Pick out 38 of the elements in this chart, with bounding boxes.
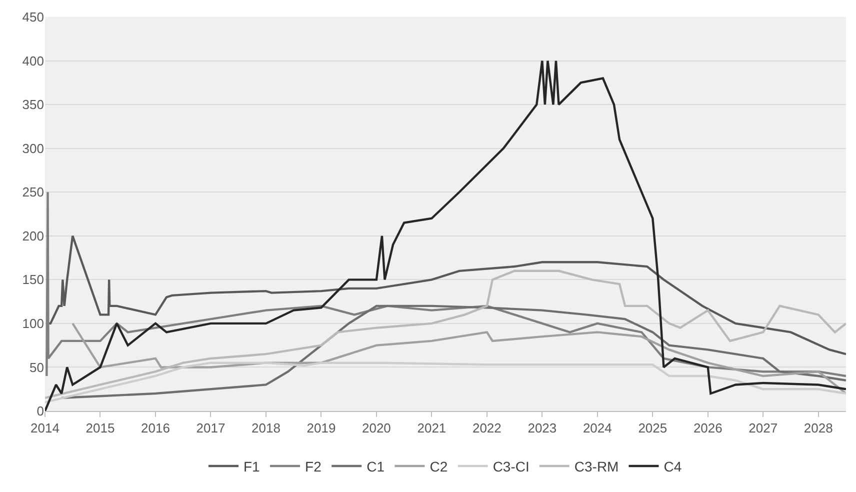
y-tick-label: 400 <box>22 53 44 68</box>
legend-label: C3-CI <box>492 458 530 474</box>
x-tick-label: 2018 <box>252 420 280 436</box>
y-tick-label: 0 <box>36 404 44 419</box>
x-tick-label: 2023 <box>528 420 557 436</box>
y-tick-label: 300 <box>22 140 44 156</box>
x-tick-label: 2019 <box>306 420 336 436</box>
x-tick-label: 2015 <box>86 420 115 436</box>
x-tick-label: 2016 <box>141 420 170 436</box>
legend-label: C1 <box>366 458 385 474</box>
y-tick-label: 250 <box>22 184 44 200</box>
x-tick-label: 2027 <box>748 420 778 436</box>
x-tick-label: 2028 <box>804 420 833 436</box>
line-series <box>45 270 846 399</box>
legend-label: F2 <box>305 458 322 474</box>
legend-label: C2 <box>430 458 448 474</box>
x-tick-label: 2021 <box>417 420 446 436</box>
x-tick-label: 2022 <box>472 420 502 436</box>
x-tick-label: 2014 <box>30 420 60 436</box>
x-tick-label: 2024 <box>582 420 612 436</box>
line-series <box>60 304 846 399</box>
y-tick-label: 50 <box>30 360 44 375</box>
y-tick-label: 200 <box>22 228 44 244</box>
legend-label: F1 <box>244 458 260 474</box>
x-tick-label: 2025 <box>638 420 668 436</box>
x-tick-label: 2026 <box>693 420 722 436</box>
line-series <box>72 322 846 395</box>
y-tick-label: 450 <box>22 10 44 25</box>
line-series <box>46 234 846 356</box>
line-series <box>45 362 846 404</box>
x-tick-label: 2017 <box>196 420 226 436</box>
x-tick-label: 2020 <box>362 420 391 436</box>
line-series <box>46 191 846 378</box>
y-tick-label: 350 <box>22 97 44 112</box>
legend-label: C3-RM <box>574 458 619 474</box>
legend-label: C4 <box>664 458 682 474</box>
y-tick-label: 100 <box>22 316 44 331</box>
y-tick-label: 150 <box>22 272 44 288</box>
